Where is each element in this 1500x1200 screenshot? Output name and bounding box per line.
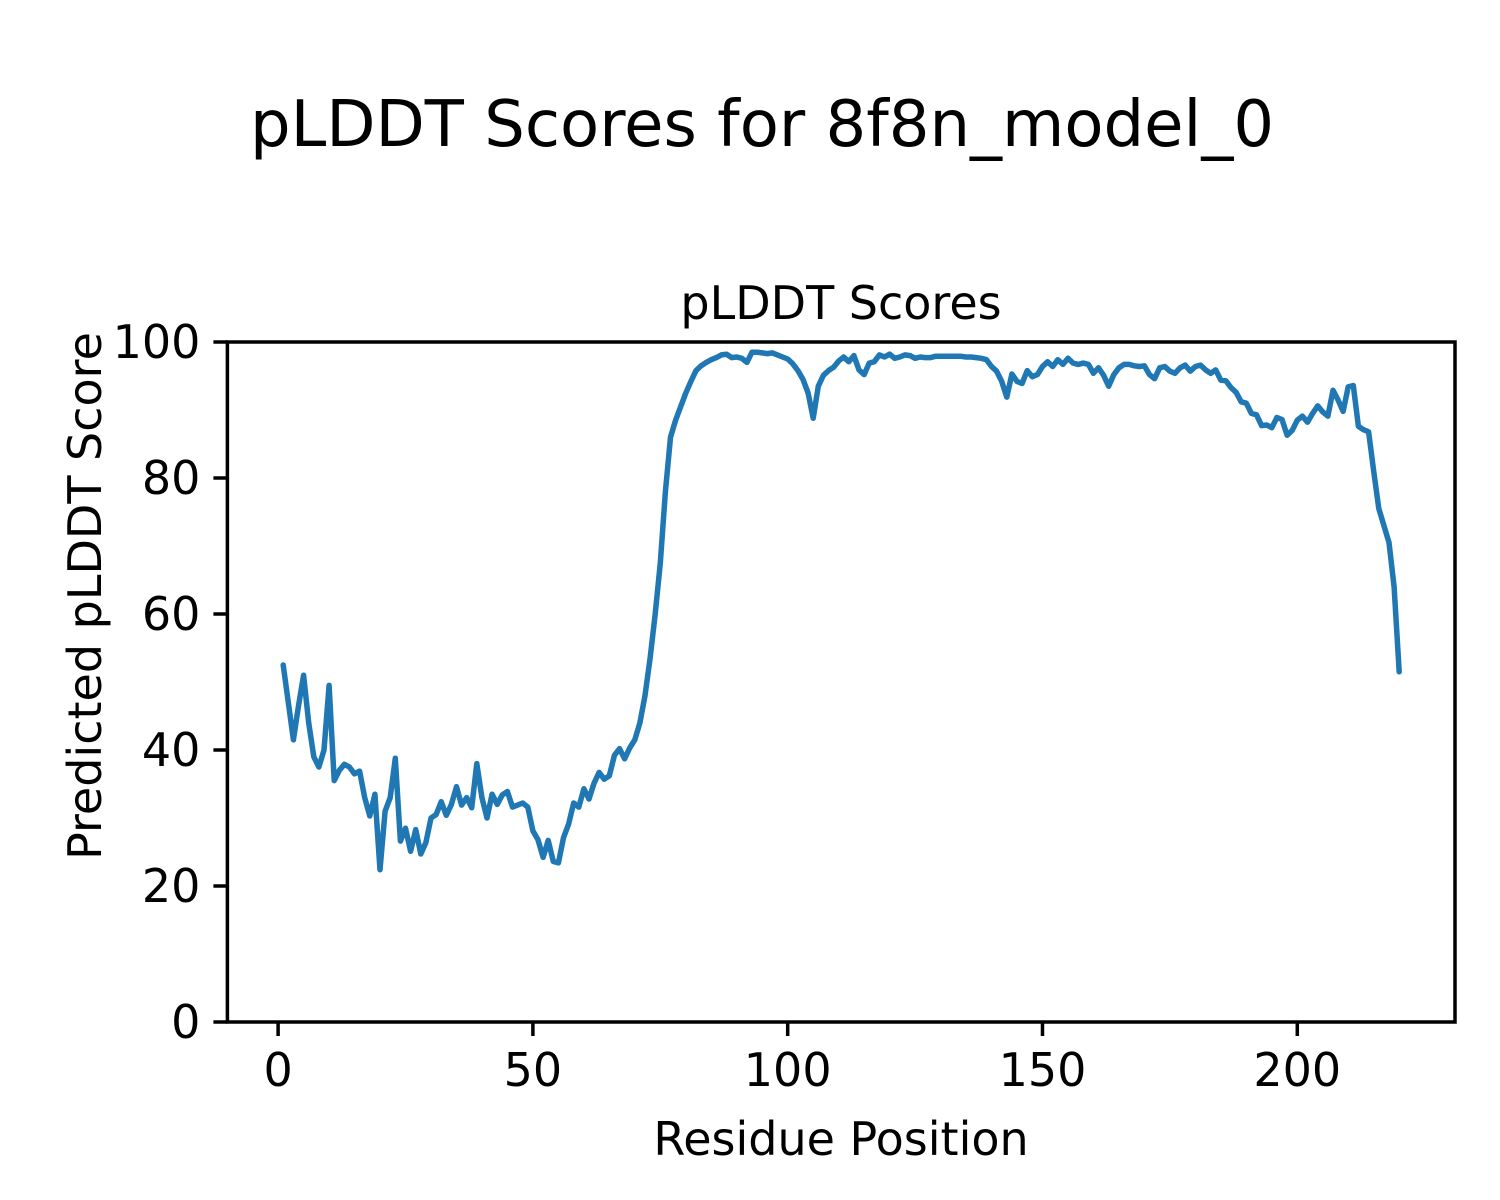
y-tick-label: 0 [171,995,200,1049]
y-tick-label: 20 [142,859,201,913]
x-tick-label: 100 [744,1043,832,1097]
figure-title: pLDDT Scores for 8f8n_model_0 [249,88,1275,162]
x-tick-label: 0 [263,1043,292,1097]
x-tick-label: 150 [999,1043,1087,1097]
y-tick-label: 100 [113,315,201,369]
x-tick-label: 200 [1253,1043,1341,1097]
plot-frame [225,340,1457,1024]
y-tick-label: 40 [142,723,201,777]
plddt-line [280,349,1402,873]
y-tick-label: 60 [142,587,201,641]
x-tick-label: 50 [504,1043,563,1097]
axis-tick-labels: 0 50 100 150 200 0 20 40 60 80 100 [113,315,1342,1097]
y-tick-label: 80 [142,451,201,505]
x-axis-label: Residue Position [653,1112,1029,1166]
axes-title: pLDDT Scores [680,276,1002,330]
axis-ticks [213,340,1300,1036]
